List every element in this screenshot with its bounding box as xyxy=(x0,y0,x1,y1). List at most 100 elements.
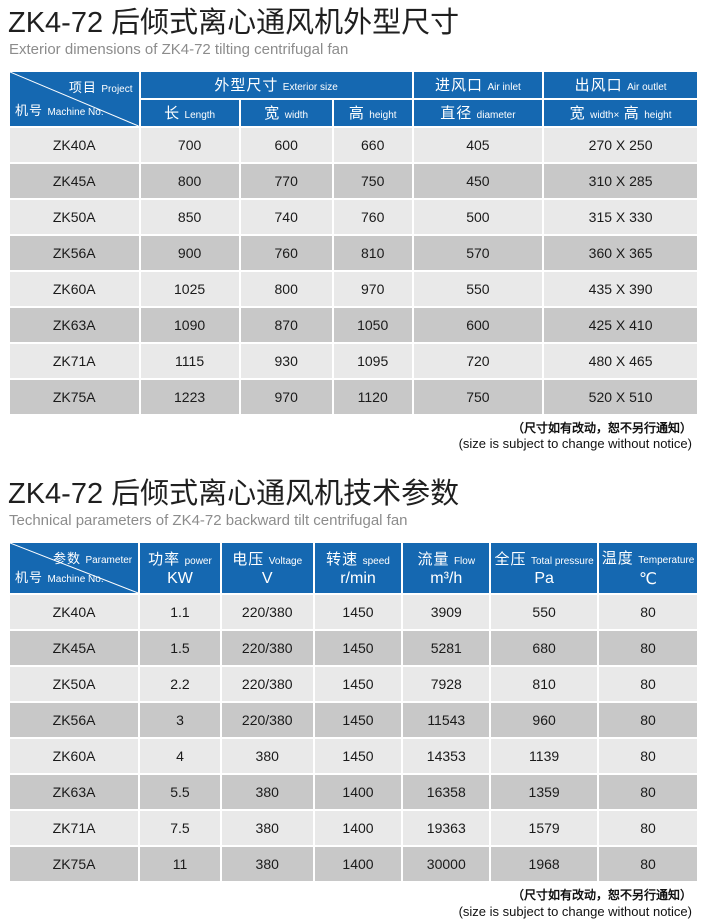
table-row: ZK60A 1025 800 970 550 435 X 390 xyxy=(10,271,697,306)
machine-no-cell: ZK60A xyxy=(10,739,139,774)
value-cell: 405 xyxy=(413,127,543,162)
value-cell: 930 xyxy=(240,343,332,378)
value-cell: 810 xyxy=(333,235,412,270)
exterior-dimensions-table-body: ZK40A 700 600 660 405 270 X 250 ZK45A 800 770 750… xyxy=(10,127,697,414)
value-cell: 1095 xyxy=(333,343,412,378)
col-header-width: 宽 width xyxy=(240,99,332,126)
technical-parameters-table-body: ZK40A 1.1 220/380 1450 3909 550 80 ZK45A 1.5 220/… xyxy=(10,595,697,882)
value-cell: 600 xyxy=(240,127,332,162)
value-cell: 80 xyxy=(599,739,697,774)
value-cell: 1450 xyxy=(314,631,402,666)
value-cell: 220/380 xyxy=(221,703,313,738)
table-row: ZK56A 3 220/380 1450 11543 960 80 xyxy=(10,703,697,738)
value-cell: 30000 xyxy=(403,847,490,882)
header-row-groups: 项目 Project 机号 Machine No. 外型尺寸 Exterior … xyxy=(10,71,697,126)
value-cell: 520 X 510 xyxy=(544,379,697,414)
value-cell: 80 xyxy=(599,595,697,630)
machine-no-cell: ZK40A xyxy=(10,127,139,162)
value-cell: 1115 xyxy=(140,343,239,378)
value-cell: 1.1 xyxy=(140,595,220,630)
table-row: ZK60A 4 380 1450 14353 1139 80 xyxy=(10,739,697,774)
value-cell: 1400 xyxy=(314,775,402,810)
value-cell: 80 xyxy=(599,667,697,702)
value-cell: 850 xyxy=(140,199,239,234)
value-cell: 5281 xyxy=(403,631,490,666)
machine-no-cell: ZK40A xyxy=(10,595,139,630)
value-cell: 16358 xyxy=(403,775,490,810)
value-cell: 760 xyxy=(240,235,332,270)
corner-label-machine-no: 机号 Machine No. xyxy=(15,570,104,586)
diagonal-divider-line xyxy=(10,543,138,593)
table-row: ZK40A 1.1 220/380 1450 3909 550 80 xyxy=(10,595,697,630)
value-cell: 970 xyxy=(240,379,332,414)
value-cell: 1400 xyxy=(314,847,402,882)
value-cell: 220/380 xyxy=(221,631,313,666)
value-cell: 600 xyxy=(413,307,543,342)
technical-parameters-table: 参数 Parameter 机号 Machine No. 功率 power KW xyxy=(8,541,699,883)
value-cell: 570 xyxy=(413,235,543,270)
value-cell: 1450 xyxy=(314,703,402,738)
col-header-width-x-height: 宽 width× 高 height xyxy=(544,99,697,126)
table-row: ZK50A 2.2 220/380 1450 7928 810 80 xyxy=(10,667,697,702)
col-header-total-pressure: 全压 Total pressure Pa xyxy=(491,543,598,594)
group-header-air-inlet: 进风口 Air inlet xyxy=(413,71,543,98)
section-technical-parameters: ZK4-72 后倾式离心通风机技术参数 Technical parameters… xyxy=(8,478,699,920)
table-row: ZK45A 800 770 750 450 310 X 285 xyxy=(10,163,697,198)
value-cell: 770 xyxy=(240,163,332,198)
value-cell: 220/380 xyxy=(221,667,313,702)
value-cell: 14353 xyxy=(403,739,490,774)
value-cell: 810 xyxy=(491,667,598,702)
value-cell: 80 xyxy=(599,631,697,666)
value-cell: 1359 xyxy=(491,775,598,810)
size-change-note: （尺寸如有改动，恕不另行通知） (size is subject to chan… xyxy=(458,420,692,452)
value-cell: 740 xyxy=(240,199,332,234)
machine-no-cell: ZK50A xyxy=(10,199,139,234)
machine-no-cell: ZK71A xyxy=(10,811,139,846)
value-cell: 7.5 xyxy=(140,811,220,846)
machine-no-cell: ZK75A xyxy=(10,847,139,882)
value-cell: 480 X 465 xyxy=(544,343,697,378)
machine-no-cell: ZK71A xyxy=(10,343,139,378)
group-header-air-outlet: 出风口 Air outlet xyxy=(544,71,697,98)
value-cell: 220/380 xyxy=(221,595,313,630)
table-row: ZK50A 850 740 760 500 315 X 330 xyxy=(10,199,697,234)
value-cell: 870 xyxy=(240,307,332,342)
value-cell: 11543 xyxy=(403,703,490,738)
value-cell: 380 xyxy=(221,811,313,846)
value-cell: 380 xyxy=(221,775,313,810)
value-cell: 1968 xyxy=(491,847,598,882)
diagonal-divider-line xyxy=(10,72,139,126)
size-change-note: （尺寸如有改动，恕不另行通知） (size is subject to chan… xyxy=(458,888,692,919)
corner-label-machine-no: 机号 Machine No. xyxy=(15,102,104,118)
value-cell: 1090 xyxy=(140,307,239,342)
section1-title-en: Exterior dimensions of ZK4-72 tilting ce… xyxy=(9,40,349,58)
corner-header-cell: 参数 Parameter 机号 Machine No. xyxy=(10,543,139,594)
value-cell: 900 xyxy=(140,235,239,270)
table-row: ZK71A 1115 930 1095 720 480 X 465 xyxy=(10,343,697,378)
col-header-diameter: 直径 diameter xyxy=(413,99,543,126)
value-cell: 550 xyxy=(413,271,543,306)
machine-no-cell: ZK60A xyxy=(10,271,139,306)
corner-label-parameter: 参数 Parameter xyxy=(52,551,133,567)
value-cell: 80 xyxy=(599,775,697,810)
machine-no-cell: ZK63A xyxy=(10,775,139,810)
value-cell: 380 xyxy=(221,847,313,882)
col-header-length: 长 Length xyxy=(140,99,239,126)
col-header-flow: 流量 Flow m³/h xyxy=(403,543,490,594)
value-cell: 800 xyxy=(140,163,239,198)
table-row: ZK56A 900 760 810 570 360 X 365 xyxy=(10,235,697,270)
value-cell: 310 X 285 xyxy=(544,163,697,198)
value-cell: 550 xyxy=(491,595,598,630)
value-cell: 1050 xyxy=(333,307,412,342)
table-row: ZK63A 5.5 380 1400 16358 1359 80 xyxy=(10,775,697,810)
value-cell: 3909 xyxy=(403,595,490,630)
value-cell: 960 xyxy=(491,703,598,738)
value-cell: 435 X 390 xyxy=(544,271,697,306)
table-row: ZK75A 11 380 1400 30000 1968 80 xyxy=(10,847,697,882)
section1-title-zh: ZK4-72 后倾式离心通风机外型尺寸 xyxy=(8,7,460,39)
value-cell: 360 X 365 xyxy=(544,235,697,270)
machine-no-cell: ZK50A xyxy=(10,667,139,702)
col-header-power: 功率 power KW xyxy=(140,543,220,594)
value-cell: 500 xyxy=(413,199,543,234)
